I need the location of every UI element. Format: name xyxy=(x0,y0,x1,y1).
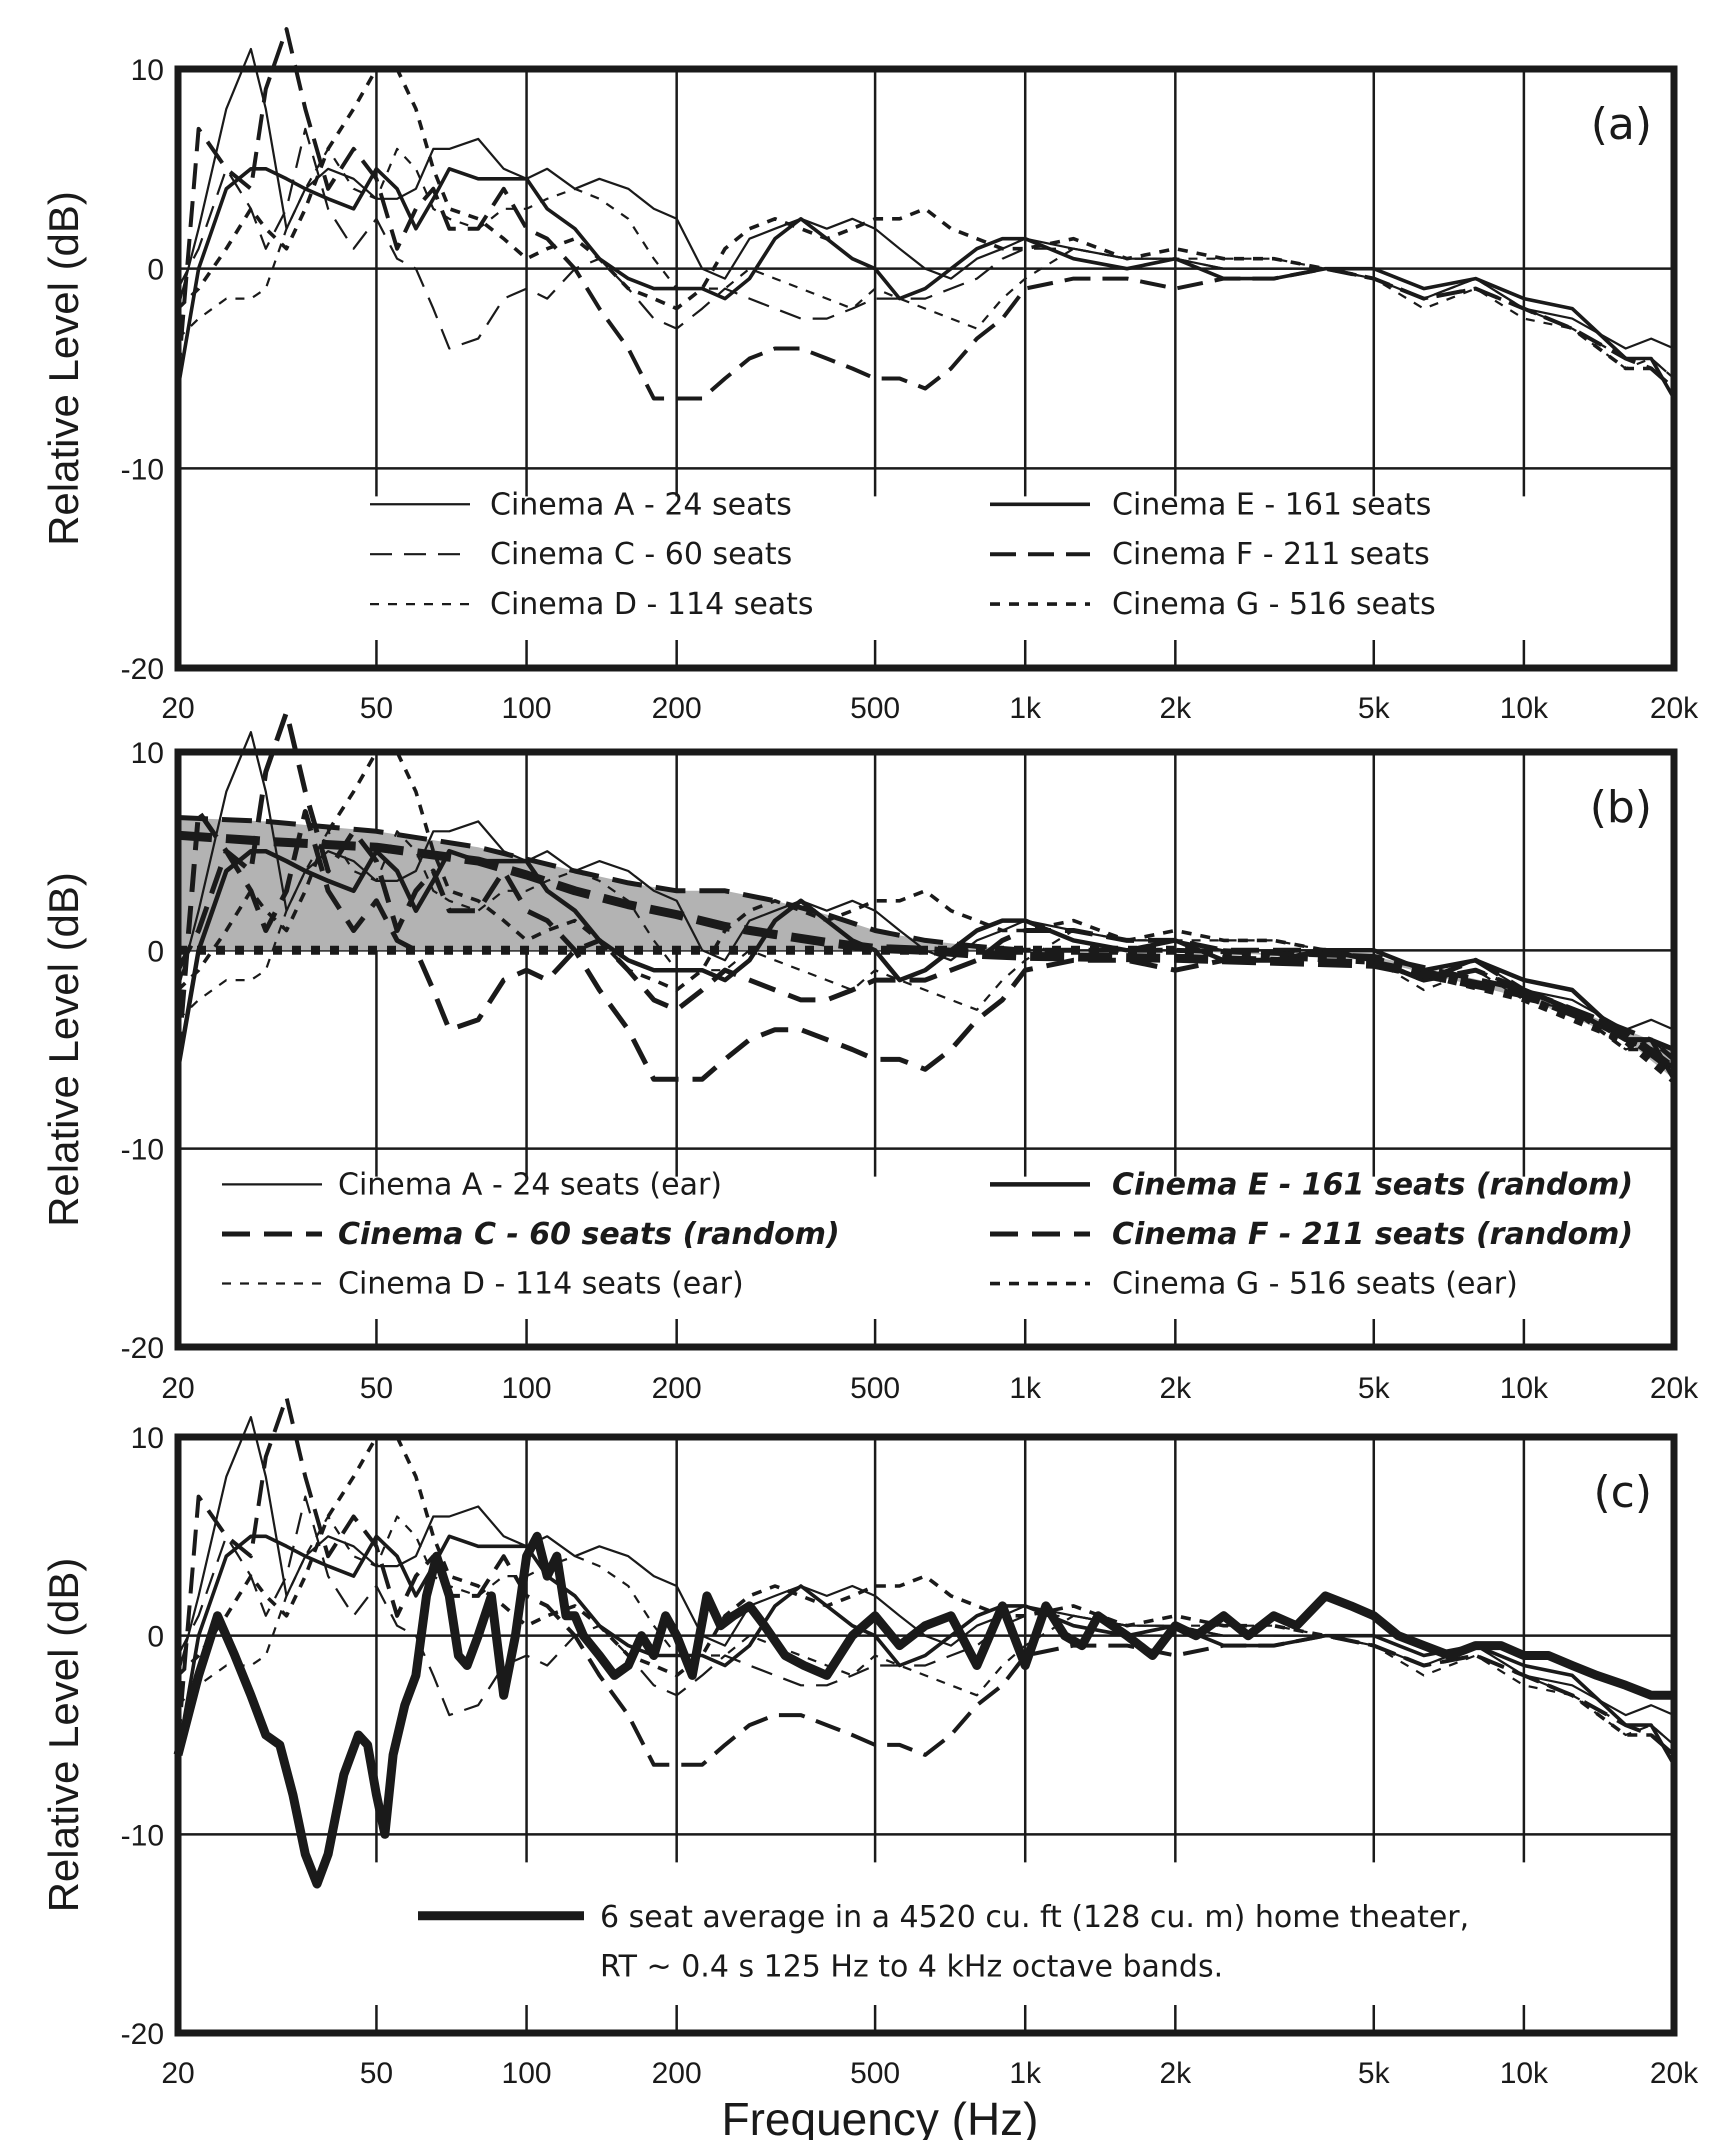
series-cinema-c xyxy=(177,127,1675,380)
legend-label: Cinema A - 24 seats xyxy=(490,487,792,522)
x-tick-label: 200 xyxy=(652,2057,702,2090)
x-tick-label: 100 xyxy=(502,1372,552,1405)
legend-label: 6 seat average in a 4520 cu. ft (128 cu.… xyxy=(600,1900,1469,1935)
x-tick-label: 50 xyxy=(360,692,393,725)
x-tick-label: 50 xyxy=(360,1372,393,1405)
legend-label: Cinema D - 114 seats xyxy=(490,587,814,622)
legend-label: Cinema G - 516 seats xyxy=(1112,587,1436,622)
series-cinema-g xyxy=(176,67,1676,390)
x-tick-label: 20 xyxy=(161,1372,194,1405)
y-tick-label: 10 xyxy=(131,737,164,770)
series-cinema-f xyxy=(175,709,1676,1082)
x-tick-label: 50 xyxy=(360,2057,393,2090)
y-axis-title: Relative Level (dB) xyxy=(40,191,87,546)
x-axis-title: Frequency (Hz) xyxy=(722,2093,1039,2140)
y-axis-title: Relative Level (dB) xyxy=(40,1558,87,1913)
x-tick-label: 1k xyxy=(1009,2057,1042,2090)
series-cinema-f xyxy=(176,1395,1676,1767)
x-tick-label: 5k xyxy=(1358,692,1391,725)
series-cinema-g xyxy=(176,1435,1676,1757)
x-tick-label: 20 xyxy=(161,2057,194,2090)
y-tick-label: 10 xyxy=(131,1422,164,1455)
y-tick-label: 0 xyxy=(147,1621,164,1654)
series-cinema-e xyxy=(176,167,1676,400)
x-tick-label: 1k xyxy=(1009,692,1042,725)
series-cinema-f xyxy=(176,27,1676,401)
y-tick-label: 10 xyxy=(131,54,164,87)
y-tick-label: -10 xyxy=(121,453,164,486)
x-tick-label: 2k xyxy=(1159,2057,1192,2090)
x-tick-label: 2k xyxy=(1159,1372,1192,1405)
x-tick-label: 20k xyxy=(1650,1372,1699,1405)
x-tick-label: 10k xyxy=(1500,1372,1549,1405)
plot-frame xyxy=(174,748,1678,1351)
legend-label: Cinema C - 60 seats xyxy=(490,537,792,572)
tolerance-target-curve xyxy=(177,830,1677,1073)
x-tick-label: 10k xyxy=(1500,2057,1549,2090)
plot-frame xyxy=(174,1433,1678,2037)
x-tick-label: 100 xyxy=(502,692,552,725)
x-tick-label: 5k xyxy=(1358,1372,1391,1405)
y-axis-title: Relative Level (dB) xyxy=(40,872,87,1227)
series-home-theater xyxy=(173,1531,1674,1889)
legend-label: Cinema F - 211 seats (random) xyxy=(1112,1217,1633,1252)
x-tick-label: 1k xyxy=(1009,1372,1042,1405)
series-cinema-c xyxy=(177,1495,1675,1746)
plot-frame xyxy=(174,65,1678,672)
x-tick-label: 10k xyxy=(1500,692,1549,725)
x-tick-label: 20k xyxy=(1650,692,1699,725)
series-cinema-g xyxy=(176,750,1676,1071)
x-tick-label: 20 xyxy=(161,692,194,725)
legend-label: Cinema E - 161 seats xyxy=(1112,487,1431,522)
series-cinema-a xyxy=(176,731,1675,1031)
x-tick-label: 20k xyxy=(1650,2057,1699,2090)
panel-tag: (a) xyxy=(1591,99,1652,150)
y-tick-label: -10 xyxy=(121,1134,164,1167)
x-tick-label: 500 xyxy=(850,692,900,725)
legend-label: Cinema C - 60 seats (random) xyxy=(338,1217,840,1252)
tolerance-upper-curve xyxy=(177,815,1675,1052)
x-tick-label: 5k xyxy=(1358,2057,1391,2090)
panel-tag: (b) xyxy=(1590,782,1652,833)
legend-label: Cinema E - 161 seats (random) xyxy=(1112,1167,1633,1202)
legend-label: Cinema D - 114 seats (ear) xyxy=(338,1267,744,1302)
y-tick-label: -20 xyxy=(121,653,164,686)
x-tick-label: 200 xyxy=(652,692,702,725)
y-tick-label: 0 xyxy=(147,254,164,287)
y-tick-label: 0 xyxy=(147,935,164,968)
x-tick-label: 500 xyxy=(850,1372,900,1405)
x-tick-label: 500 xyxy=(850,2057,900,2090)
series-cinema-e xyxy=(175,848,1676,1081)
y-tick-label: -10 xyxy=(121,1819,164,1852)
series-cinema-d xyxy=(177,147,1675,380)
legend-label: Cinema A - 24 seats (ear) xyxy=(338,1167,722,1202)
tolerance-lower-curve xyxy=(178,945,1677,1083)
x-tick-label: 2k xyxy=(1159,692,1192,725)
x-tick-label: 200 xyxy=(652,1372,702,1405)
legend-label: RT ~ 0.4 s 125 Hz to 4 kHz octave bands. xyxy=(600,1949,1223,1984)
y-tick-label: -20 xyxy=(121,2018,164,2051)
legend-label: Cinema F - 211 seats xyxy=(1112,537,1430,572)
legend-label: Cinema G - 516 seats (ear) xyxy=(1112,1267,1518,1302)
x-tick-label: 100 xyxy=(502,2057,552,2090)
panel-tag: (c) xyxy=(1593,1467,1652,1518)
series-cinema-c xyxy=(175,809,1676,1062)
y-tick-label: -20 xyxy=(121,1332,164,1365)
